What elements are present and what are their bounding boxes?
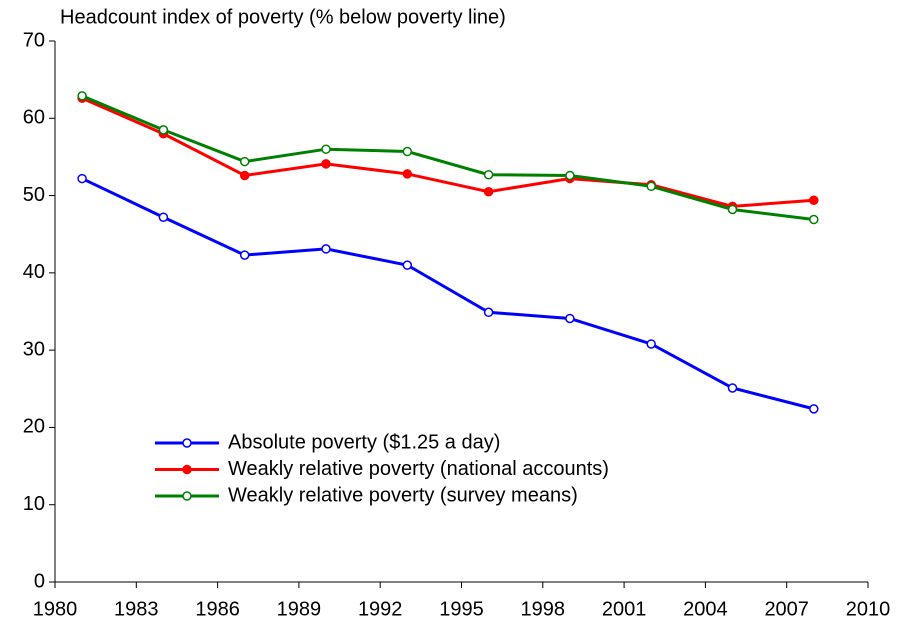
point bbox=[565, 313, 575, 324]
point bbox=[809, 195, 819, 205]
x-tick-label: 1989 bbox=[277, 598, 322, 620]
series-line bbox=[81, 94, 814, 222]
point bbox=[239, 156, 250, 167]
x-tick-label: 2010 bbox=[846, 598, 891, 620]
point bbox=[483, 186, 494, 197]
point bbox=[646, 339, 656, 349]
legend-marker bbox=[182, 491, 192, 501]
point bbox=[321, 159, 331, 169]
legend-marker bbox=[182, 464, 192, 475]
y-tick-label: 10 bbox=[23, 493, 45, 515]
point bbox=[321, 144, 331, 154]
x-tick-label: 2001 bbox=[602, 598, 647, 620]
point bbox=[727, 204, 738, 215]
point bbox=[77, 91, 87, 101]
point bbox=[158, 212, 169, 222]
x-tick-label: 1980 bbox=[33, 598, 78, 620]
point bbox=[483, 169, 494, 180]
point bbox=[239, 170, 250, 181]
point bbox=[809, 404, 819, 414]
legend-marker bbox=[182, 438, 192, 448]
point bbox=[77, 173, 87, 184]
point bbox=[321, 244, 331, 254]
chart-title: Headcount index of poverty (% below pove… bbox=[60, 6, 506, 28]
y-tick-label: 50 bbox=[23, 184, 45, 206]
x-tick-label: 2004 bbox=[683, 598, 728, 620]
legend-label: Absolute poverty ($1.25 a day) bbox=[228, 431, 500, 453]
point bbox=[402, 260, 413, 270]
point bbox=[483, 307, 494, 318]
point bbox=[727, 383, 738, 393]
series-line bbox=[81, 177, 815, 411]
x-tick-label: 2007 bbox=[764, 598, 809, 620]
y-tick-label: 60 bbox=[23, 107, 45, 129]
x-tick-label: 1986 bbox=[195, 598, 240, 620]
y-tick-label: 30 bbox=[23, 338, 45, 360]
point bbox=[646, 181, 656, 192]
x-tick-label: 1983 bbox=[114, 598, 159, 620]
series-line bbox=[81, 96, 814, 208]
legend-label: Weakly relative poverty (national accoun… bbox=[228, 458, 609, 480]
point bbox=[402, 146, 413, 157]
y-tick-label: 70 bbox=[23, 29, 45, 51]
point bbox=[565, 170, 575, 181]
x-tick-label: 1995 bbox=[439, 598, 484, 620]
point bbox=[158, 125, 169, 135]
y-tick-label: 20 bbox=[23, 416, 45, 438]
legend-label: Weakly relative poverty (survey means) bbox=[228, 484, 578, 506]
point bbox=[402, 169, 413, 179]
y-tick-label: 40 bbox=[23, 261, 45, 283]
point bbox=[809, 214, 819, 225]
x-tick-label: 1998 bbox=[521, 598, 566, 620]
point bbox=[239, 250, 250, 260]
y-tick-label: 0 bbox=[34, 570, 45, 592]
x-tick-label: 1992 bbox=[358, 598, 403, 620]
